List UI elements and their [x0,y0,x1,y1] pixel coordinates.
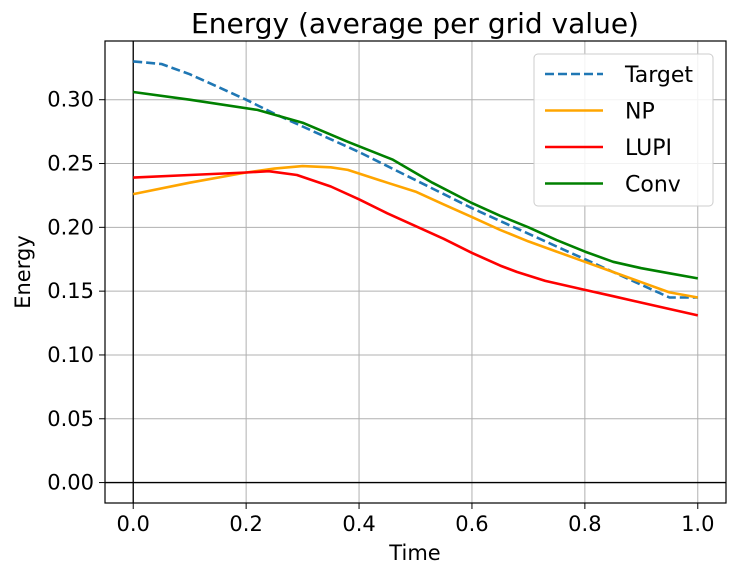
x-tick-label: 0.0 [117,512,150,536]
legend-label-conv: Conv [625,173,681,198]
legend-label-target: Target [624,63,693,88]
x-tick-label: 0.6 [455,512,488,536]
y-tick-label: 0.30 [47,88,94,112]
y-tick-label: 0.10 [47,343,94,367]
legend-label-np: NP [625,100,655,125]
x-tick-label: 1.0 [681,512,714,536]
y-tick-label: 0.15 [47,279,94,303]
legend-box [533,53,714,207]
y-tick-label: 0.00 [47,471,94,495]
y-axis-label: Energy [11,235,35,309]
x-tick-label: 0.8 [568,512,601,536]
plot-frame [104,40,727,504]
x-tick-label: 0.2 [229,512,262,536]
series-line-conv [133,90,699,280]
y-tick-label: 0.25 [47,152,94,176]
x-axis-label: Time [388,541,440,565]
y-tick-label: 0.05 [47,407,94,431]
x-tick-label: 0.4 [342,512,375,536]
chart-title: Energy (average per grid value) [191,7,639,40]
y-tick-label: 0.20 [47,215,94,239]
series-line-lupi [133,169,699,317]
series-line-np [132,164,699,299]
legend-label-lupi: LUPI [625,136,672,161]
